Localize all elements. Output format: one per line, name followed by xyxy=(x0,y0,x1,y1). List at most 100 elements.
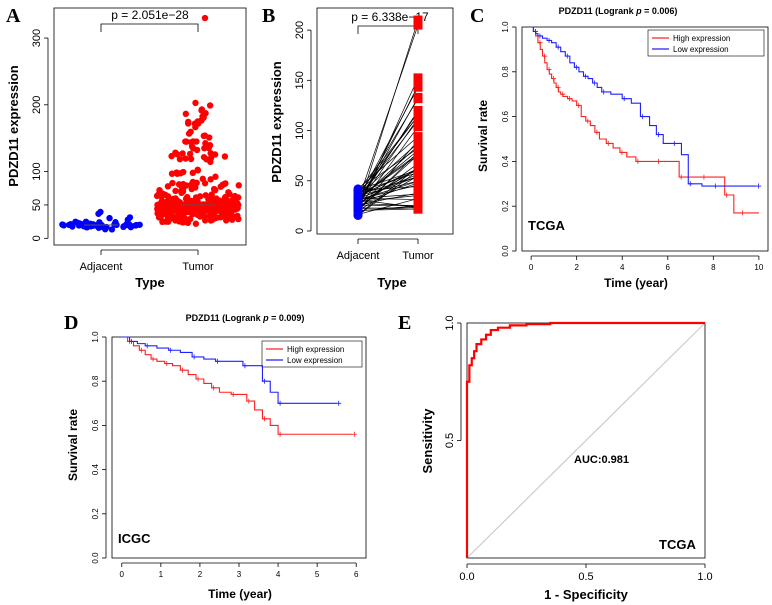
low-censor-mark xyxy=(277,400,283,406)
x-tick-label: 6 xyxy=(666,263,671,272)
panel-c-title: PDZD11 (Logrank p = 0.006) xyxy=(559,6,678,16)
panel-c-title-pre: PDZD11 (Logrank xyxy=(559,6,637,16)
x-tick-label: 4 xyxy=(620,263,625,272)
high-censor-mark xyxy=(351,431,357,437)
panel-c-x-axis: 0 2 4 6 8 10 xyxy=(529,255,764,272)
panel-d-plot-box xyxy=(111,336,367,559)
low-censor-mark xyxy=(592,80,598,86)
panel-b-plot-box xyxy=(316,7,454,235)
pair-line xyxy=(357,120,419,198)
tumor-point xyxy=(413,80,423,90)
panel-a-y-label: PDZD11 expression xyxy=(6,65,21,186)
tumor-point xyxy=(187,128,194,135)
adjacent-point xyxy=(59,221,66,228)
low-censor-mark xyxy=(242,363,248,369)
y-tick-label: 0.8 xyxy=(501,66,510,78)
tumor-point xyxy=(193,138,200,145)
tumor-point xyxy=(172,187,179,195)
y-tick-label: 50 xyxy=(31,199,43,211)
panel-b-points xyxy=(353,15,423,220)
x-tick-label: 5 xyxy=(315,570,320,579)
low-censor-mark xyxy=(639,114,645,120)
pair-line xyxy=(357,203,419,207)
x-tick-label: 2 xyxy=(574,263,579,272)
panel-e-x-label: 1 - Specificity xyxy=(544,587,629,602)
panel-c-cohort-label: TCGA xyxy=(528,218,565,233)
tumor-point xyxy=(227,206,234,213)
adjacent-point xyxy=(75,222,83,229)
panel-b-x-label: Type xyxy=(377,275,406,290)
high-censor-mark xyxy=(277,431,283,437)
pair-line xyxy=(357,19,419,209)
tumor-point xyxy=(169,179,176,187)
panel-label-b: B xyxy=(262,5,275,27)
low-censor-mark xyxy=(336,400,342,406)
tumor-point xyxy=(214,203,221,210)
high-censor-mark xyxy=(619,149,625,155)
tumor-point xyxy=(202,192,209,199)
panel-d-title-pre: PDZD11 (Logrank xyxy=(186,313,264,323)
panel-c-y-label: Survival rate xyxy=(476,100,490,172)
x-tick-label: 1 xyxy=(159,570,164,579)
high-censor-mark xyxy=(195,376,201,382)
x-tick-label: Adjacent xyxy=(80,261,123,273)
panel-c: C PDZD11 (Logrank p = 0.006) 0.00.20.40.… xyxy=(470,5,769,290)
tumor-point xyxy=(223,196,230,204)
tumor-point xyxy=(201,132,209,139)
panel-a: A 0 50 100 200 300 Adjacent Tumor PDZD11 expr… xyxy=(6,5,247,290)
y-tick-label: 0.2 xyxy=(91,508,100,520)
panel-label-e: E xyxy=(398,312,411,334)
pair-line xyxy=(357,153,419,198)
x-tick-label: Adjacent xyxy=(337,250,380,262)
high-censor-mark xyxy=(594,129,600,135)
high-censor-mark xyxy=(585,118,591,124)
low-censor-mark xyxy=(191,354,197,360)
high-censor-mark xyxy=(560,91,566,97)
high-censor-mark xyxy=(246,398,252,404)
tumor-point xyxy=(413,105,423,115)
high-censor-mark xyxy=(724,192,730,198)
tumor-point xyxy=(187,155,195,163)
panel-c-x-label: Time (year) xyxy=(604,276,668,290)
y-tick-label: 0 xyxy=(31,235,43,241)
low-censor-mark xyxy=(671,140,677,146)
tumor-point xyxy=(176,155,184,163)
pair-line xyxy=(357,85,419,207)
tumor-point xyxy=(413,20,423,30)
tumor-point xyxy=(155,214,163,221)
low-censor-mark xyxy=(129,338,135,344)
panel-d-title-p: p xyxy=(262,313,269,323)
low-censor-mark xyxy=(555,44,561,50)
x-tick-label: 2 xyxy=(198,570,203,579)
high-censor-mark xyxy=(605,140,611,146)
panel-d-legend-box xyxy=(261,340,363,368)
tumor-point xyxy=(234,212,241,220)
tumor-point xyxy=(413,15,423,25)
tumor-point xyxy=(222,180,229,187)
high-censor-mark xyxy=(701,174,707,180)
tumor-point xyxy=(176,201,183,209)
panel-b-x-axis: Adjacent Tumor xyxy=(337,238,434,262)
tumor-point xyxy=(413,73,423,83)
tumor-point xyxy=(413,164,423,174)
tumor-point xyxy=(188,204,195,212)
panel-a-plot-box xyxy=(53,7,247,246)
tumor-point xyxy=(193,179,200,187)
high-censor-mark xyxy=(211,385,217,391)
tumor-point xyxy=(173,150,181,158)
tumor-point xyxy=(214,214,221,221)
tumor-point xyxy=(187,181,195,189)
high-censor-mark xyxy=(655,158,661,164)
low-censor-mark xyxy=(756,183,762,189)
panel-c-legend-box xyxy=(647,29,765,57)
high-censor-mark xyxy=(261,416,267,422)
tumor-point xyxy=(183,138,190,145)
tumor-point xyxy=(182,155,189,162)
tumor-point xyxy=(413,201,423,211)
y-tick-label: 50 xyxy=(294,175,306,187)
y-tick-label: 100 xyxy=(31,162,43,180)
pair-line xyxy=(357,168,419,197)
panel-d-survival-curves xyxy=(121,336,357,437)
roc-curve xyxy=(465,321,705,558)
